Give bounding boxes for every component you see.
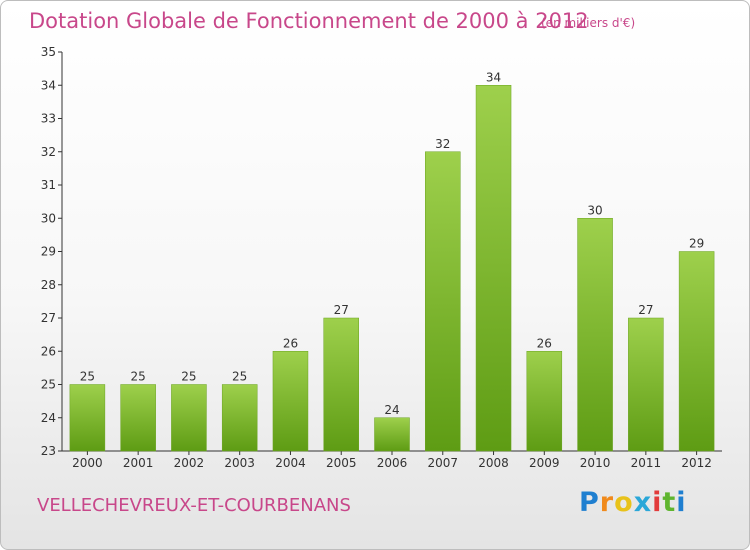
y-axis: 23 24 25 26 27 28 29 30 31 32 33 34 35 — [41, 45, 63, 458]
x-tick-label-2010: 2010 — [580, 456, 611, 470]
data-label-2000: 25 — [80, 370, 95, 384]
chart-subtitle: (en milliers d'€) — [541, 16, 636, 30]
data-label-2007: 32 — [435, 137, 450, 151]
chart-title: Dotation Globale de Fonctionnement de 20… — [29, 9, 589, 33]
x-tick-label-2009: 2009 — [529, 456, 560, 470]
bar-2005 — [323, 317, 359, 452]
x-tick-label-2012: 2012 — [681, 456, 712, 470]
data-label-2012: 29 — [689, 237, 704, 251]
logo-letter: r — [599, 487, 615, 518]
y-tick-label: 31 — [41, 178, 56, 192]
y-tick-label: 23 — [41, 444, 56, 458]
x-tick-label-2003: 2003 — [224, 456, 255, 470]
data-label-2005: 27 — [334, 303, 349, 317]
bar-2010 — [577, 218, 613, 452]
logo-letter: i — [676, 487, 687, 518]
y-tick-label: 30 — [41, 211, 56, 225]
y-tick-label: 28 — [41, 278, 56, 292]
logo-letter: o — [614, 487, 634, 518]
logo-letter: t — [662, 487, 677, 518]
data-label-2004: 26 — [283, 336, 298, 350]
commune-name: VELLECHEVREUX-ET-COURBENANS — [37, 495, 351, 516]
data-label-2009: 26 — [537, 336, 552, 350]
x-tick-label-2004: 2004 — [275, 456, 306, 470]
x-tick-label-2006: 2006 — [377, 456, 408, 470]
y-tick-label: 35 — [41, 45, 56, 59]
y-tick-label: 29 — [41, 245, 56, 259]
bar-2001 — [120, 384, 156, 452]
y-tick-label: 27 — [41, 311, 56, 325]
logo-letter: P — [579, 487, 600, 518]
y-tick-label: 32 — [41, 145, 56, 159]
bar-2004 — [272, 351, 309, 452]
bars: 25 25 25 25 26 27 24 32 34 26 30 27 29 — [69, 70, 715, 452]
x-tick-label-2002: 2002 — [174, 456, 205, 470]
data-label-2011: 27 — [638, 303, 653, 317]
x-tick-label-2011: 2011 — [631, 456, 662, 470]
bar-2008 — [475, 85, 512, 452]
bar-2006 — [374, 417, 410, 452]
bar-2007 — [425, 151, 461, 452]
bar-2012 — [678, 251, 715, 452]
x-tick-label-2008: 2008 — [478, 456, 509, 470]
y-tick-label: 26 — [41, 344, 56, 358]
bar-2011 — [628, 317, 664, 452]
proxiti-logo: Proxiti — [579, 487, 687, 518]
logo-letter: x — [633, 487, 653, 518]
data-label-2002: 25 — [181, 370, 196, 384]
x-tick-label-2001: 2001 — [123, 456, 154, 470]
data-label-2008: 34 — [486, 70, 501, 84]
data-label-2001: 25 — [131, 370, 146, 384]
y-tick-label: 33 — [41, 112, 56, 126]
bar-2000 — [69, 384, 106, 452]
bar-2003 — [221, 384, 258, 452]
data-label-2003: 25 — [232, 370, 247, 384]
bar-2009 — [526, 351, 563, 452]
y-tick-label: 34 — [41, 78, 56, 92]
bar-2002 — [171, 384, 207, 452]
data-label-2010: 30 — [587, 203, 602, 217]
x-tick-label-2007: 2007 — [427, 456, 458, 470]
logo-letter: i — [652, 487, 663, 518]
x-axis: 2000 2001 2002 2003 2004 2005 2006 2007 2008 2009… — [62, 450, 722, 470]
x-tick-label-2000: 2000 — [72, 456, 103, 470]
x-tick-label-2005: 2005 — [326, 456, 357, 470]
data-label-2006: 24 — [384, 403, 399, 417]
y-tick-label: 25 — [41, 378, 56, 392]
y-tick-label: 24 — [41, 411, 56, 425]
